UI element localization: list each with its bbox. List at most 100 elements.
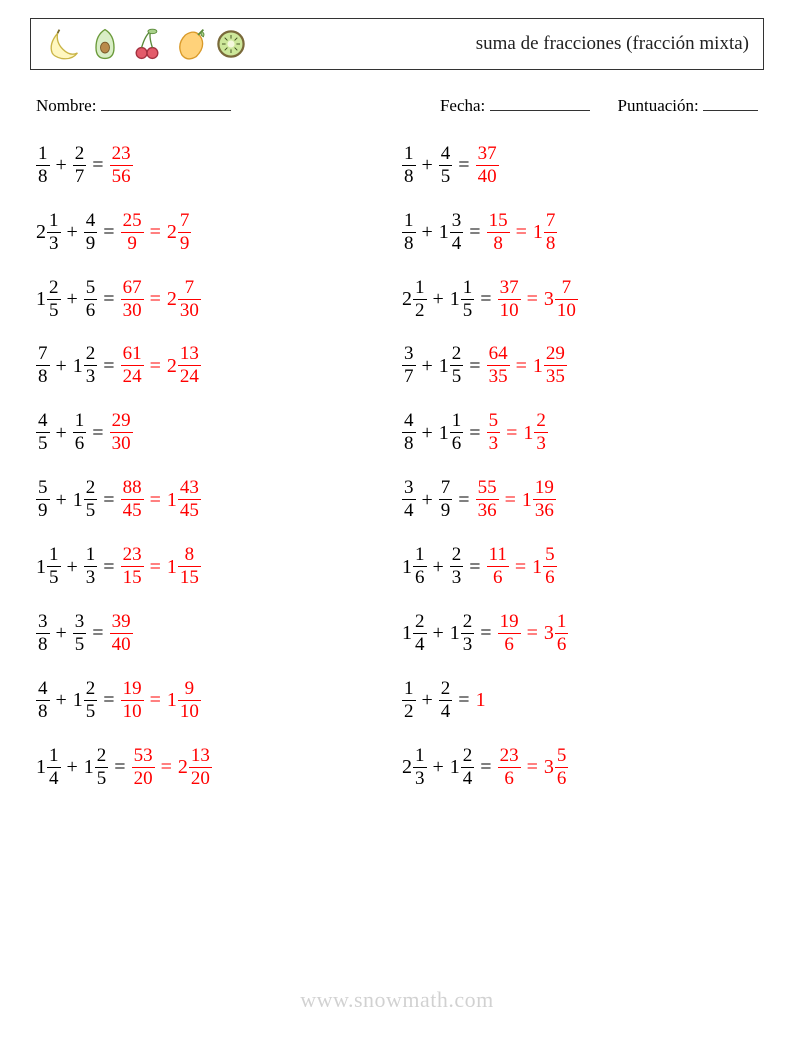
fraction: 5536: [476, 478, 499, 521]
operand-term: 212: [402, 278, 427, 321]
numerator: 1: [555, 612, 569, 632]
fraction: 6435: [487, 344, 510, 387]
operand-term: 37: [402, 344, 416, 387]
answer-term: 123: [523, 411, 548, 454]
answer-term: 2356: [110, 144, 133, 187]
meta-name: Nombre:: [36, 92, 400, 116]
numerator: 67: [121, 278, 144, 298]
worksheet-page: suma de fracciones (fracción mixta) Nomb…: [0, 0, 794, 1053]
fraction: 78: [544, 211, 558, 254]
numerator: 29: [110, 411, 133, 431]
denominator: 5: [95, 769, 109, 789]
whole-part: 3: [544, 623, 555, 643]
numerator: 7: [178, 211, 192, 231]
answer-term: 21320: [178, 746, 212, 789]
numerator: 2: [413, 612, 427, 632]
whole-part: 1: [84, 757, 95, 777]
denominator: 2: [413, 301, 427, 321]
answer-term: 3710: [498, 278, 521, 321]
numerator: 55: [476, 478, 499, 498]
answer-term: 6435: [487, 344, 510, 387]
fraction: 158: [487, 211, 510, 254]
plus-sign: +: [61, 289, 84, 309]
fraction: 2930: [110, 411, 133, 454]
denominator: 4: [461, 769, 475, 789]
numerator: 3: [450, 211, 464, 231]
date-blank[interactable]: [490, 92, 590, 111]
name-blank[interactable]: [101, 92, 231, 111]
equals-sign: =: [521, 757, 544, 777]
operand-term: 49: [84, 211, 98, 254]
denominator: 9: [36, 501, 50, 521]
equals-sign: =: [521, 289, 544, 309]
plus-sign: +: [50, 356, 73, 376]
operand-term: 123: [450, 612, 475, 655]
operand-term: 34: [402, 478, 416, 521]
operand-term: 38: [36, 612, 50, 655]
numerator: 2: [95, 746, 109, 766]
fraction: 6730: [121, 278, 144, 321]
operand-term: 115: [36, 545, 61, 588]
problem-row: 18+45=3740: [402, 144, 758, 187]
fraction: 6124: [121, 344, 144, 387]
denominator: 3: [487, 434, 501, 454]
whole-part: 1: [533, 356, 544, 376]
denominator: 5: [47, 568, 61, 588]
problem-row: 78+123=6124=21324: [36, 344, 392, 387]
denominator: 15: [121, 568, 144, 588]
fraction: 23: [534, 411, 548, 454]
denominator: 6: [502, 635, 516, 655]
fraction: 910: [178, 679, 201, 722]
numerator: 4: [439, 144, 453, 164]
fraction: 12: [413, 278, 427, 321]
fraction: 14: [47, 746, 61, 789]
numerator: 61: [121, 344, 144, 364]
numerator: 9: [183, 679, 197, 699]
problem-row: 116+23=116=156: [402, 545, 758, 588]
operand-term: 59: [36, 478, 50, 521]
plus-sign: +: [427, 289, 450, 309]
equals-sign: =: [144, 356, 167, 376]
fraction: 18: [402, 211, 416, 254]
denominator: 5: [73, 635, 87, 655]
denominator: 2: [402, 702, 416, 722]
answer-term: 5320: [132, 746, 155, 789]
operand-term: 45: [439, 144, 453, 187]
fraction: 25: [84, 478, 98, 521]
fraction: 116: [487, 545, 509, 588]
fraction: 730: [178, 278, 201, 321]
denominator: 35: [544, 367, 567, 387]
kiwi-icon: [213, 26, 249, 62]
numerator: 1: [47, 545, 61, 565]
numerator: 13: [178, 344, 201, 364]
fraction: 16: [450, 411, 464, 454]
equals-sign: =: [463, 356, 486, 376]
denominator: 4: [439, 702, 453, 722]
operand-term: 18: [402, 144, 416, 187]
denominator: 30: [110, 434, 133, 454]
numerator: 5: [487, 411, 501, 431]
numerator: 2: [84, 478, 98, 498]
numerator: 7: [544, 211, 558, 231]
fraction: 48: [36, 679, 50, 722]
answer-term: 236: [498, 746, 521, 789]
numerator: 37: [476, 144, 499, 164]
mango-icon: [171, 26, 207, 62]
numerator: 88: [121, 478, 144, 498]
fraction: 1324: [178, 344, 201, 387]
equals-sign: =: [474, 623, 497, 643]
problem-row: 125+56=6730=2730: [36, 278, 392, 321]
answer-term: 21324: [167, 344, 201, 387]
fraction: 34: [450, 211, 464, 254]
whole-part: 1: [522, 490, 533, 510]
denominator: 8: [36, 367, 50, 387]
numerator: 37: [498, 278, 521, 298]
denominator: 6: [450, 434, 464, 454]
operand-term: 16: [73, 411, 87, 454]
answer-term: 3940: [110, 612, 133, 655]
problem-row: 212+115=3710=3710: [402, 278, 758, 321]
whole-part: 1: [167, 490, 178, 510]
score-blank[interactable]: [703, 92, 758, 111]
operand-term: 116: [439, 411, 464, 454]
denominator: 5: [450, 367, 464, 387]
